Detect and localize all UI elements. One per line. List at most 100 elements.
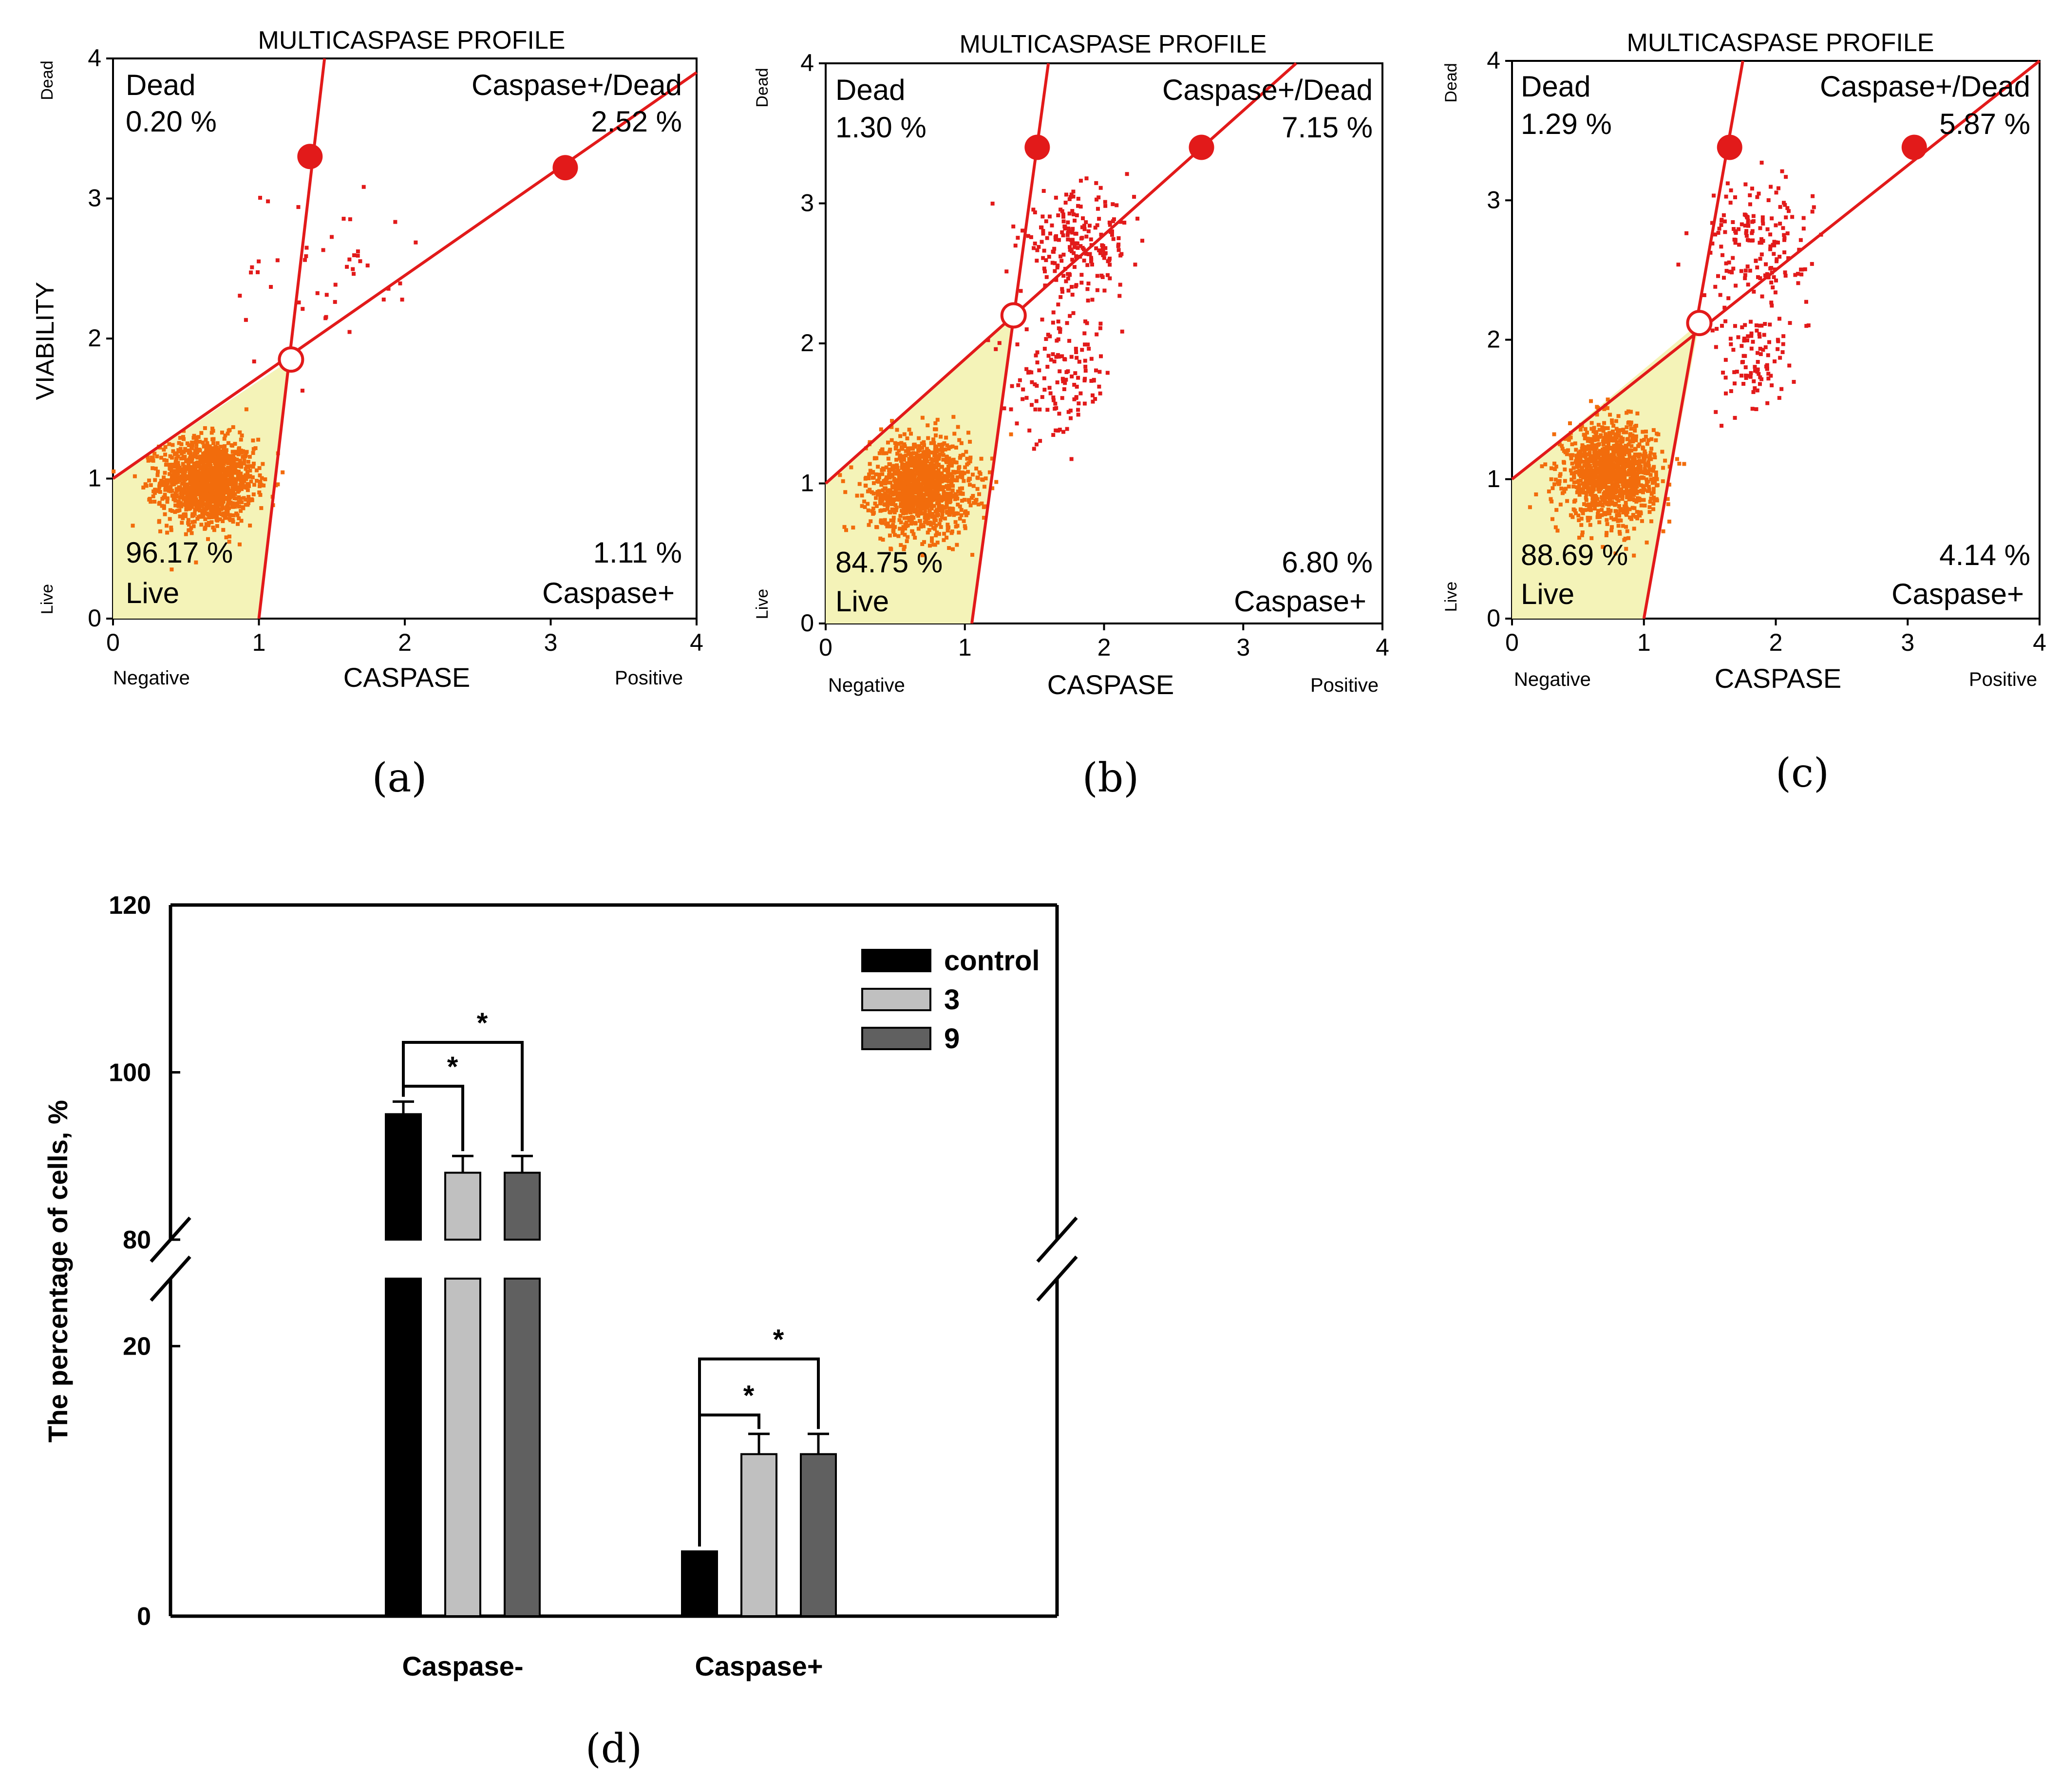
data-point — [1714, 410, 1718, 414]
data-point — [1604, 533, 1608, 537]
data-point — [239, 519, 244, 523]
data-point — [1010, 384, 1014, 388]
data-point — [1741, 354, 1746, 358]
gate-handle[interactable] — [1024, 134, 1050, 160]
data-point — [159, 455, 163, 460]
data-point — [1621, 524, 1625, 528]
data-point — [904, 510, 908, 515]
data-point — [927, 544, 932, 548]
gate-handle[interactable] — [552, 155, 578, 181]
data-point — [1766, 372, 1771, 376]
gate-handle[interactable] — [1717, 134, 1742, 160]
data-point — [1597, 428, 1602, 432]
data-point — [386, 286, 391, 291]
data-point — [1097, 195, 1101, 200]
data-point — [1730, 270, 1734, 275]
data-point — [197, 471, 201, 475]
data-point — [1037, 368, 1041, 373]
data-point — [928, 466, 932, 470]
data-point — [937, 501, 941, 506]
data-point — [879, 494, 884, 498]
data-point — [170, 455, 174, 460]
data-point — [1079, 236, 1083, 241]
data-point — [1112, 217, 1116, 222]
data-point — [218, 496, 223, 500]
data-point — [1031, 207, 1036, 212]
data-point — [207, 492, 211, 497]
data-point — [932, 504, 936, 508]
data-point — [213, 464, 218, 469]
data-point — [1607, 436, 1611, 441]
data-point — [1636, 454, 1641, 458]
data-point — [1040, 318, 1044, 322]
data-point — [897, 487, 901, 491]
data-point — [203, 492, 207, 497]
data-point — [297, 300, 301, 304]
gate-center-handle[interactable] — [278, 346, 304, 373]
data-point — [926, 505, 930, 509]
data-point — [162, 448, 166, 452]
data-point — [348, 217, 352, 222]
data-point — [1059, 254, 1063, 259]
data-point — [1743, 182, 1748, 187]
data-point — [946, 525, 951, 529]
data-point — [1654, 474, 1658, 478]
y-tick-label: 3 — [1487, 186, 1500, 213]
x-axis-label: CASPASE — [1047, 669, 1174, 700]
y-tick-label: 0 — [88, 604, 101, 632]
data-point — [205, 441, 209, 445]
data-point — [177, 499, 181, 504]
data-point — [882, 479, 886, 483]
gate-handle[interactable] — [297, 144, 323, 170]
data-point — [936, 508, 941, 512]
data-point — [200, 512, 205, 516]
data-point — [227, 456, 231, 460]
axis-break-mark — [1036, 1216, 1078, 1263]
data-point — [1584, 445, 1588, 449]
data-point — [917, 482, 922, 486]
data-point — [1140, 239, 1144, 243]
gate-center-handle[interactable] — [1686, 310, 1713, 337]
gate-handle[interactable] — [1189, 134, 1214, 160]
data-point — [926, 436, 930, 440]
data-point — [238, 496, 243, 501]
data-point — [896, 442, 900, 446]
x-axis-label: CASPASE — [1715, 663, 1841, 694]
data-point — [1576, 479, 1581, 483]
data-point — [1570, 515, 1575, 519]
data-point — [922, 502, 926, 506]
data-point — [1066, 220, 1070, 225]
data-point — [930, 451, 935, 455]
data-point — [1626, 483, 1630, 487]
data-point — [193, 462, 197, 466]
data-point — [235, 462, 240, 466]
data-point — [1011, 224, 1016, 228]
data-point — [208, 464, 213, 469]
data-point — [186, 475, 190, 480]
gate-center-handle[interactable] — [1000, 302, 1027, 329]
data-point — [1074, 242, 1078, 246]
data-point — [1715, 327, 1719, 331]
gate-handle[interactable] — [1901, 134, 1927, 160]
data-point — [1640, 438, 1644, 443]
data-point — [1733, 241, 1738, 245]
data-point — [1071, 240, 1075, 245]
data-point — [1049, 358, 1053, 362]
data-point — [233, 487, 237, 491]
data-point — [172, 472, 176, 476]
data-point — [915, 495, 919, 499]
data-point — [1603, 457, 1607, 462]
data-point — [1064, 279, 1068, 283]
data-point — [219, 512, 224, 516]
data-point — [1675, 457, 1680, 461]
data-point — [1757, 372, 1761, 376]
data-point — [1801, 216, 1806, 220]
data-point — [1630, 434, 1635, 438]
data-point — [170, 443, 175, 447]
data-point — [189, 482, 194, 487]
data-point — [909, 454, 913, 459]
gate-diagonal-line — [1511, 59, 2041, 481]
data-point — [851, 526, 855, 530]
